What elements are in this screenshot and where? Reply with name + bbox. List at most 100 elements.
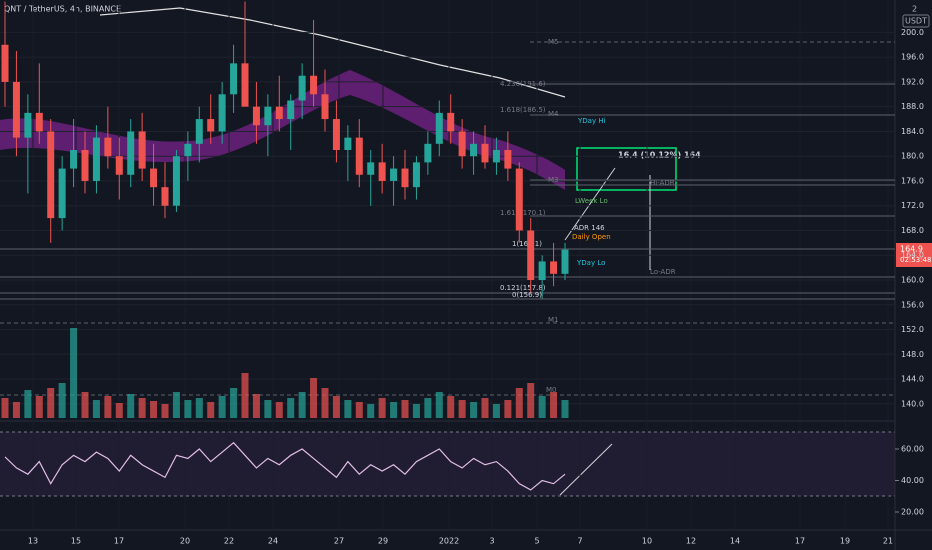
range-label: 16.4 (10.12%) 164 bbox=[618, 151, 701, 160]
candle-body bbox=[138, 131, 146, 169]
candle-body bbox=[127, 131, 135, 175]
volume-bar bbox=[481, 398, 489, 418]
volume-bar bbox=[378, 398, 386, 418]
price-tick-label: 144.0 bbox=[901, 375, 924, 384]
candle-body bbox=[515, 168, 523, 231]
volume-bar bbox=[24, 390, 32, 418]
price-tick-label: 148.0 bbox=[901, 350, 924, 359]
candle-body bbox=[401, 168, 409, 188]
level-label: M0 bbox=[546, 386, 557, 394]
time-label: 12 bbox=[686, 537, 696, 546]
level-label: Daily Open bbox=[572, 233, 611, 241]
rsi-band bbox=[0, 432, 895, 496]
volume-bar bbox=[12, 402, 20, 418]
volume-bar bbox=[504, 400, 512, 418]
rsi-tick-label: 60.00 bbox=[901, 445, 924, 454]
volume-bar bbox=[172, 392, 180, 418]
candle-body bbox=[115, 156, 123, 175]
candle-body bbox=[481, 143, 489, 163]
rsi-arrow bbox=[559, 443, 613, 496]
candle-body bbox=[470, 143, 478, 157]
level-label: Hi-ADR bbox=[650, 179, 675, 187]
volume-bar bbox=[184, 400, 192, 418]
candle-body bbox=[424, 143, 432, 163]
candle-body bbox=[161, 187, 169, 206]
level-label: M3 bbox=[548, 176, 559, 184]
time-label: 19 bbox=[840, 537, 850, 546]
volume-bar bbox=[275, 402, 283, 418]
time-label: 2022 bbox=[439, 537, 459, 546]
candle-body bbox=[492, 150, 500, 163]
candle-body bbox=[527, 230, 535, 280]
candle-body bbox=[172, 156, 180, 206]
volume-bar bbox=[1, 398, 9, 418]
volume-bar bbox=[298, 392, 306, 418]
candle-body bbox=[344, 137, 352, 151]
volume-bar bbox=[561, 400, 569, 418]
time-label: 17 bbox=[114, 537, 124, 546]
last-price: 164.9 bbox=[900, 245, 923, 254]
volume-bar bbox=[218, 396, 226, 418]
volume-bar bbox=[310, 378, 318, 418]
candle-body bbox=[332, 119, 340, 151]
volume-bar bbox=[47, 388, 55, 418]
volume-bar bbox=[161, 404, 169, 418]
time-label: 3 bbox=[489, 537, 494, 546]
level-label: 0.121(157.8) bbox=[500, 284, 546, 292]
volume-bar bbox=[401, 400, 409, 418]
volume-bar bbox=[92, 400, 100, 418]
price-tick-label: 180.0 bbox=[901, 152, 924, 161]
candle-body bbox=[458, 131, 466, 157]
time-label: 5 bbox=[534, 537, 539, 546]
candle-body bbox=[207, 119, 215, 132]
volume-bar bbox=[287, 398, 295, 418]
rsi-tick-label: 20.00 bbox=[901, 508, 924, 517]
candle-body bbox=[367, 162, 375, 175]
candle-body bbox=[264, 106, 272, 126]
level-label: M4 bbox=[548, 110, 559, 118]
level-label: 1.618(170.1) bbox=[500, 209, 546, 217]
candle-body bbox=[58, 168, 66, 219]
rsi-line bbox=[4, 441, 566, 491]
time-label: 15 bbox=[71, 537, 81, 546]
candle-body bbox=[412, 162, 420, 188]
volume-bar bbox=[492, 404, 500, 418]
price-tick-label: 156.0 bbox=[901, 300, 924, 309]
price-tick-label: 196.0 bbox=[901, 53, 924, 62]
price-tick-label: 200.0 bbox=[901, 28, 924, 37]
price-tick-label: 168.0 bbox=[901, 226, 924, 235]
volume-bar bbox=[332, 396, 340, 418]
range-box bbox=[576, 147, 677, 191]
price-tick-label: 176.0 bbox=[901, 176, 924, 185]
price-tick-label: 188.0 bbox=[901, 102, 924, 111]
volume-bar bbox=[241, 373, 249, 418]
candle-body bbox=[378, 162, 386, 181]
time-label: 21 bbox=[883, 537, 893, 546]
candle-body bbox=[47, 131, 55, 219]
volume-bar bbox=[527, 383, 535, 418]
volume-bar bbox=[412, 404, 420, 418]
currency-box bbox=[902, 14, 930, 28]
time-label: 7 bbox=[577, 537, 582, 546]
volume-bar bbox=[195, 398, 203, 418]
level-label: YDay Hi bbox=[577, 117, 606, 125]
countdown: 02:53:48 bbox=[900, 256, 931, 264]
candle-body bbox=[104, 137, 112, 157]
time-label: 13 bbox=[28, 537, 38, 546]
candle-body bbox=[538, 261, 546, 280]
volume-bar bbox=[264, 400, 272, 418]
time-label: 17 bbox=[795, 537, 805, 546]
candle-body bbox=[241, 63, 249, 107]
volume-bar bbox=[58, 383, 66, 418]
price-tick-label: 164.0 bbox=[901, 251, 924, 260]
level-label: M1 bbox=[548, 316, 559, 324]
candle-body bbox=[310, 75, 318, 95]
volume-bar bbox=[515, 388, 523, 418]
level-label: M5 bbox=[548, 38, 559, 46]
volume-bar bbox=[104, 396, 112, 418]
candle-body bbox=[287, 100, 295, 120]
time-label: 14 bbox=[730, 537, 740, 546]
candle-body bbox=[230, 63, 238, 95]
price-tick-label: 184.0 bbox=[901, 127, 924, 136]
